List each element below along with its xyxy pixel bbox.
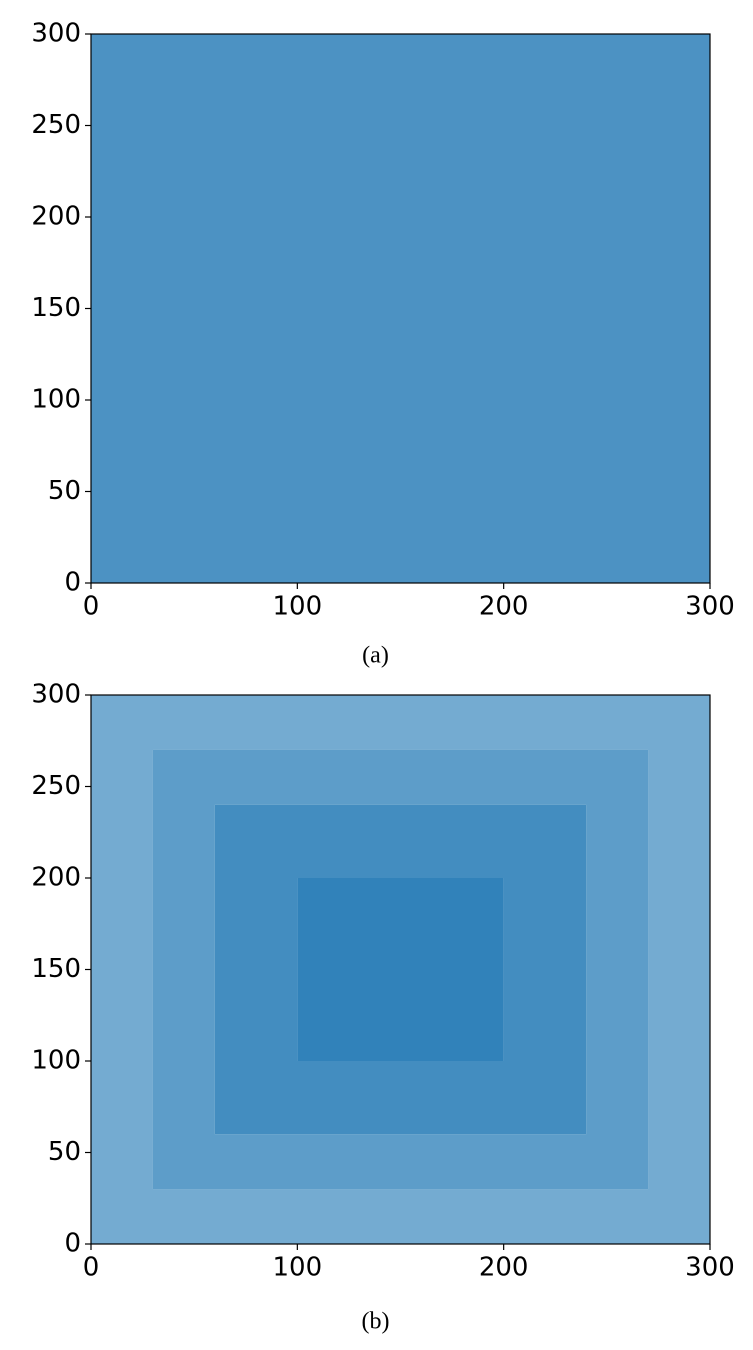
y-tick-label: 100 — [31, 385, 81, 415]
y-tick-label: 250 — [31, 771, 81, 801]
y-tick-label: 150 — [31, 954, 81, 984]
y-tick-label: 50 — [48, 476, 81, 506]
y-tick-label: 50 — [48, 1137, 81, 1167]
y-tick-label: 200 — [31, 863, 81, 893]
chart: 0 100 200 300 0 50 100 150 200 250 300 (b) — [31, 680, 734, 1335]
y-tick-label: 250 — [31, 110, 81, 140]
x-tick-label: 100 — [273, 1253, 323, 1283]
x-tick-label: 200 — [479, 592, 529, 622]
x-tick-label: 200 — [479, 1253, 529, 1283]
x-tick-label: 300 — [685, 1253, 735, 1283]
y-tick-label: 100 — [31, 1046, 81, 1076]
caption: (a) — [362, 643, 389, 669]
y-tick-label: 0 — [64, 568, 81, 598]
x-tick-label: 300 — [685, 592, 735, 622]
density-region — [91, 34, 710, 583]
x-tick-label: 0 — [83, 1253, 100, 1283]
chart: 0 100 200 300 0 50 100 150 200 250 300 (a) — [31, 19, 734, 669]
y-tick-label: 0 — [64, 1229, 81, 1259]
density-region — [297, 878, 504, 1061]
y-tick-label: 200 — [31, 202, 81, 232]
x-tick-label: 0 — [83, 592, 100, 622]
caption: (b) — [362, 1309, 390, 1335]
y-tick-label: 150 — [31, 293, 81, 323]
y-tick-label: 300 — [31, 680, 81, 710]
y-tick-label: 300 — [31, 19, 81, 49]
x-tick-label: 100 — [273, 592, 323, 622]
